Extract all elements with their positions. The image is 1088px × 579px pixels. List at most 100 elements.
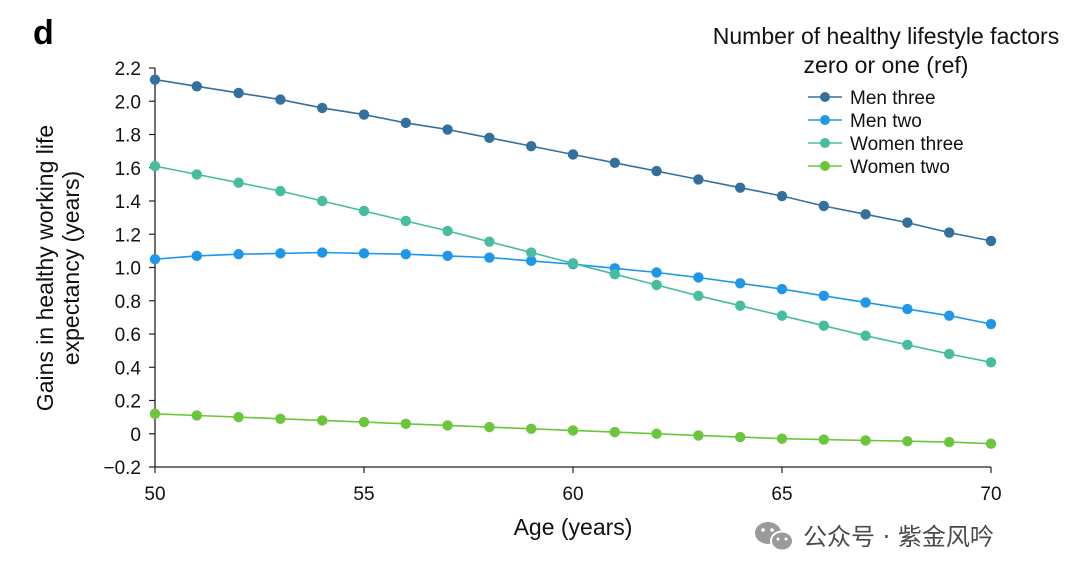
data-point-women-three (567, 258, 579, 269)
x-tick-label: 50 (144, 484, 165, 505)
legend-label: Men two (850, 111, 922, 132)
data-point-men-three (233, 87, 244, 99)
y-axis-ticks: −0.2 0 0.2 0.4 0.6 0.8 1.0 1.2 1.4 1.6 1.8 2.0 2.2 (103, 59, 155, 479)
data-point-men-three (776, 190, 788, 202)
y-tick-label: 1.2 (115, 225, 141, 246)
wechat-icon (755, 522, 794, 552)
data-point-women-two (191, 410, 202, 421)
legend-item-men-three: Men three (808, 88, 936, 109)
legend: Number of healthy lifestyle factors zero… (713, 23, 1059, 178)
data-point-men-two (317, 247, 328, 258)
y-tick-label: 1.6 (115, 159, 141, 180)
data-point-men-two (651, 267, 662, 278)
panel-label: d (33, 14, 54, 52)
data-point-men-three (651, 165, 662, 177)
series-men-three (149, 74, 997, 247)
data-point-women-two (609, 426, 620, 438)
data-point-women-three (275, 185, 286, 197)
data-point-men-two (818, 290, 829, 301)
data-point-women-three (651, 279, 662, 291)
data-point-women-three (693, 290, 704, 301)
plot-series (149, 74, 997, 449)
data-point-women-two (902, 436, 913, 447)
data-point-women-two (985, 438, 997, 449)
data-point-women-three (358, 205, 370, 217)
data-point-women-three (944, 348, 955, 360)
data-point-women-two (275, 413, 286, 424)
data-point-men-two (275, 248, 286, 259)
y-tick-label: 0.2 (115, 392, 141, 413)
data-point-women-three (149, 160, 161, 172)
data-point-women-two (944, 436, 955, 448)
data-point-women-two (776, 433, 788, 444)
legend-label: Men three (850, 88, 936, 109)
data-point-women-three (484, 236, 495, 247)
data-point-women-three (609, 268, 620, 280)
data-point-men-three (693, 174, 704, 185)
data-point-women-two (735, 431, 746, 443)
data-point-men-three (400, 117, 411, 129)
data-point-men-two (693, 272, 704, 283)
watermark: 公众号 · 紫金风吟 (755, 522, 994, 552)
legend-swatch-marker (820, 115, 830, 125)
legend-item-men-two: Men two (808, 111, 922, 132)
data-point-men-two (902, 303, 913, 315)
data-point-women-two (693, 430, 704, 441)
x-tick-label: 55 (353, 484, 374, 505)
data-point-men-two (985, 318, 997, 330)
data-point-women-two (484, 421, 495, 433)
data-point-men-three (609, 157, 620, 168)
data-point-men-three (358, 109, 370, 120)
legend-title-line-2: zero or one (ref) (804, 52, 969, 78)
data-point-men-three (860, 209, 871, 220)
y-tick-label: 0.4 (115, 358, 142, 379)
legend-item-women-three: Women three (808, 134, 964, 155)
data-point-men-two (776, 283, 788, 295)
legend-swatch-marker (820, 161, 830, 171)
data-point-women-three (400, 215, 411, 227)
data-point-women-three (818, 320, 829, 331)
data-point-men-three (191, 81, 202, 92)
data-point-men-two (484, 252, 495, 263)
y-axis-title-line-2: expectancy (years) (58, 171, 84, 365)
x-tick-label: 60 (562, 484, 583, 505)
data-point-women-three (860, 330, 871, 341)
data-point-women-three (776, 310, 788, 321)
data-point-men-two (735, 278, 746, 289)
data-point-women-two (358, 416, 370, 428)
data-point-men-two (860, 297, 871, 308)
data-point-men-two (944, 310, 955, 321)
legend-swatch-marker (820, 92, 830, 102)
data-point-women-three (233, 177, 244, 188)
data-point-men-three (818, 200, 829, 212)
legend-label: Women three (850, 134, 964, 155)
data-point-men-three (442, 124, 453, 135)
x-tick-label: 65 (771, 484, 792, 505)
y-tick-label: 2.0 (115, 92, 141, 113)
y-tick-label: 1.4 (115, 192, 142, 213)
data-point-women-two (233, 411, 244, 423)
data-point-women-three (985, 357, 997, 368)
y-axis-title: Gains in healthy working life expectancy… (32, 125, 84, 411)
data-point-men-two (358, 248, 370, 259)
data-point-women-three (442, 225, 453, 237)
data-point-men-three (484, 132, 495, 144)
data-point-women-two (818, 434, 829, 445)
data-point-women-three (526, 247, 537, 258)
data-point-women-two (651, 428, 662, 439)
y-tick-label: −0.2 (103, 458, 141, 479)
data-point-men-two (442, 250, 453, 262)
data-point-men-three (317, 102, 328, 114)
y-tick-label: 0 (130, 425, 141, 446)
y-tick-label: 0.8 (115, 292, 141, 313)
y-tick-label: 2.2 (115, 59, 141, 80)
data-point-men-two (400, 249, 411, 260)
legend-item-women-two: Women two (808, 157, 950, 178)
data-point-men-three (567, 149, 579, 160)
data-point-men-two (149, 253, 161, 265)
data-point-men-three (526, 140, 537, 152)
legend-swatch-marker (820, 138, 830, 148)
data-point-women-three (735, 300, 746, 311)
